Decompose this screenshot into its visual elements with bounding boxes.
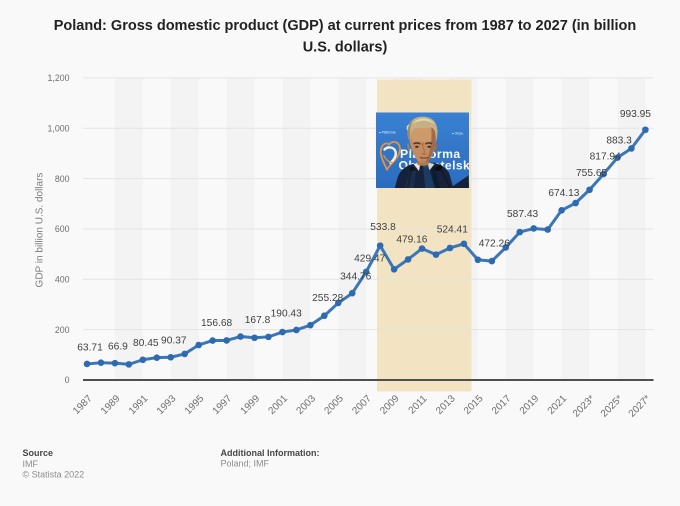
- svg-text:429.47: 429.47: [354, 253, 385, 264]
- svg-text:587.43: 587.43: [507, 209, 538, 220]
- svg-text:Additional Information:: Additional Information:: [221, 448, 320, 458]
- svg-text:© Statista 2022: © Statista 2022: [23, 470, 85, 480]
- svg-text:883.3: 883.3: [606, 136, 632, 147]
- svg-text:156.68: 156.68: [201, 318, 232, 329]
- svg-text:344.76: 344.76: [340, 272, 371, 283]
- svg-text:IMF: IMF: [23, 459, 39, 469]
- svg-text:800: 800: [55, 174, 70, 184]
- svg-text:U.S. dollars): U.S. dollars): [303, 40, 388, 56]
- svg-text:1,000: 1,000: [47, 123, 69, 133]
- svg-text:400: 400: [55, 275, 70, 285]
- svg-text:● Obyw.: ● Obyw.: [452, 132, 464, 136]
- svg-text:524.41: 524.41: [437, 225, 468, 236]
- svg-text:Poland: Gross domestic product: Poland: Gross domestic product (GDP) at …: [54, 18, 637, 34]
- svg-text:200: 200: [55, 325, 70, 335]
- svg-text:993.95: 993.95: [620, 109, 651, 120]
- svg-text:674.13: 674.13: [548, 188, 579, 199]
- svg-text:66.9: 66.9: [108, 342, 128, 353]
- svg-text:755.65: 755.65: [576, 168, 607, 179]
- svg-text:Source: Source: [23, 448, 54, 458]
- svg-text:1,200: 1,200: [47, 73, 69, 83]
- svg-text:255.28: 255.28: [312, 293, 343, 304]
- svg-text:GDP in billion U.S. dollars: GDP in billion U.S. dollars: [35, 173, 46, 288]
- svg-text:472.26: 472.26: [479, 239, 510, 250]
- svg-text:167.8: 167.8: [245, 315, 271, 326]
- svg-text:Poland; IMF: Poland; IMF: [221, 459, 270, 469]
- svg-text:90.37: 90.37: [161, 336, 187, 347]
- svg-text:817.94: 817.94: [590, 152, 621, 163]
- svg-text:479.16: 479.16: [396, 234, 427, 245]
- svg-text:190.43: 190.43: [271, 309, 302, 320]
- svg-text:80.45: 80.45: [133, 338, 159, 349]
- svg-text:533.8: 533.8: [370, 222, 396, 233]
- svg-text:600: 600: [55, 224, 70, 234]
- svg-text:● Platforma: ● Platforma: [379, 131, 396, 135]
- svg-text:0: 0: [65, 375, 70, 385]
- svg-text:63.71: 63.71: [77, 343, 103, 354]
